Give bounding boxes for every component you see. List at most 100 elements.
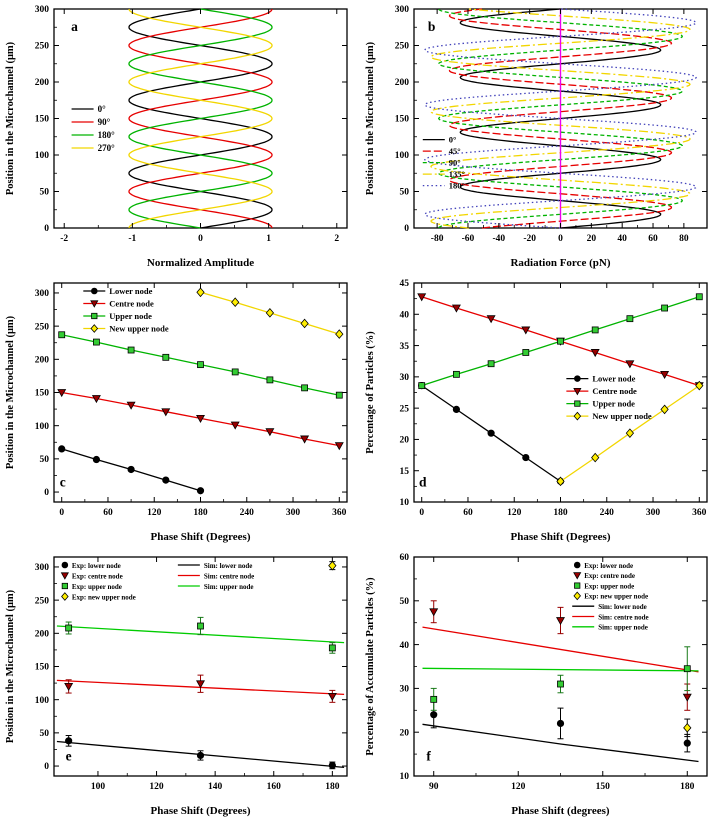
svg-text:120: 120: [147, 508, 162, 518]
svg-text:20: 20: [587, 234, 597, 244]
series-90-: [128, 8, 273, 229]
svg-text:150: 150: [35, 389, 50, 399]
svg-text:300: 300: [646, 508, 661, 518]
svg-text:150: 150: [35, 663, 50, 673]
svg-text:300: 300: [35, 289, 50, 299]
svg-text:Exp: centre node: Exp: centre node: [584, 572, 635, 580]
subplot-d: 0 60 120 180 240 300 360 10 15 20 25 30 35 40 45 Phase …: [360, 274, 720, 548]
y-axis-label: Position in the Microchannel (μm): [5, 315, 16, 469]
y-axis-label: Position in the Microchannel (μm): [5, 589, 16, 743]
svg-text:Sim: centre node: Sim: centre node: [598, 613, 648, 621]
svg-text:Upper node: Upper node: [109, 311, 152, 321]
svg-text:120: 120: [507, 508, 521, 518]
series-sim-centre-node: [422, 626, 699, 673]
svg-text:New upper node: New upper node: [109, 323, 169, 333]
svg-text:Exp: upper node: Exp: upper node: [72, 583, 122, 591]
y-axis-label: Percentage of Particles (%): [365, 331, 376, 454]
subplot-c: 0 60 120 180 240 300 360 0 50 100 150 200 250 300 Phas…: [0, 274, 360, 548]
svg-text:Sim: lower node: Sim: lower node: [204, 562, 252, 570]
panel-label-c: c: [60, 475, 66, 490]
subplot-a: -2 -1 0 1 2 0 50 100 150 200 250 300 Normalized Ampl…: [0, 0, 360, 274]
svg-text:-80: -80: [431, 234, 444, 244]
series-45-: [448, 8, 673, 229]
svg-text:60: 60: [400, 553, 410, 563]
series-sim-upper-node: [422, 667, 699, 672]
panel-label-a: a: [71, 19, 78, 34]
svg-text:150: 150: [35, 115, 50, 125]
axes: -2 -1 0 1 2 0 50 100 150 200 250 300: [35, 5, 347, 244]
chart-e: 100 120 140 160 180 0 50 100 150 200 250 300 Phase S…: [5, 556, 348, 817]
svg-text:150: 150: [596, 782, 611, 792]
svg-text:0: 0: [44, 224, 49, 234]
svg-text:2: 2: [334, 234, 339, 244]
series-sim-lower-node: [422, 723, 699, 763]
svg-text:-60: -60: [462, 234, 475, 244]
series-exp-centre-node: [64, 674, 337, 703]
svg-text:20: 20: [400, 436, 410, 446]
series-90-: [437, 8, 684, 229]
svg-text:Sim: centre node: Sim: centre node: [204, 572, 254, 580]
series-180-: [423, 8, 698, 229]
svg-text:300: 300: [35, 5, 50, 15]
svg-text:Exp: new upper node: Exp: new upper node: [72, 593, 136, 601]
svg-text:180°: 180°: [449, 180, 465, 190]
svg-text:25: 25: [400, 404, 410, 414]
series-upper-node: [58, 331, 343, 399]
svg-text:0: 0: [419, 508, 424, 518]
svg-text:1: 1: [266, 234, 271, 244]
chart-a: -2 -1 0 1 2 0 50 100 150 200 250 300 Normalized Ampl…: [5, 5, 348, 269]
svg-text:0: 0: [558, 234, 563, 244]
y-axis-label: Position in the Microchannel (μm): [5, 41, 16, 195]
series-lower-node: [58, 445, 205, 495]
series-new-upper-node: [556, 380, 704, 487]
panel-label-b: b: [428, 19, 436, 34]
series-exp-lower-node: [430, 701, 691, 753]
series-upper-node: [418, 293, 703, 390]
subplot-f: 90 120 150 180 10 20 30 40 50 60 Phase Shift (degr…: [360, 548, 720, 823]
svg-text:15: 15: [400, 467, 410, 477]
svg-text:Centre node: Centre node: [592, 386, 637, 396]
y-axis-label: Percentage of Accumulate Particles (%): [365, 577, 376, 756]
svg-text:30: 30: [400, 373, 410, 383]
svg-text:250: 250: [35, 322, 50, 332]
x-axis-label: Phase Shift (Degrees): [151, 531, 251, 543]
svg-text:300: 300: [395, 5, 410, 15]
svg-text:50: 50: [400, 188, 410, 198]
svg-text:45: 45: [400, 279, 410, 289]
svg-text:60: 60: [463, 508, 473, 518]
axes: 100 120 140 160 180 0 50 100 150 200 250 300: [35, 557, 347, 792]
svg-text:360: 360: [692, 508, 707, 518]
svg-text:180: 180: [553, 508, 568, 518]
series-layer: [57, 287, 344, 495]
svg-text:180: 180: [325, 782, 340, 792]
axes: 90 120 150 180 10 20 30 40 50 60: [400, 553, 707, 792]
x-axis-label: Radiation Force (pN): [510, 257, 610, 269]
panel-label-e: e: [66, 749, 72, 764]
svg-text:Exp: centre node: Exp: centre node: [72, 572, 123, 580]
legend: Exp: lower node Exp: centre node Exp: uppe…: [60, 561, 254, 601]
chart-f: 90 120 150 180 10 20 30 40 50 60 Phase Shift (degr…: [365, 553, 708, 817]
svg-text:40: 40: [400, 310, 410, 320]
series-layer: [417, 293, 704, 487]
svg-text:240: 240: [600, 508, 615, 518]
svg-text:Lower node: Lower node: [109, 286, 152, 296]
svg-text:60: 60: [103, 508, 113, 518]
series-layer: [128, 8, 273, 229]
svg-text:50: 50: [40, 455, 50, 465]
svg-text:250: 250: [395, 42, 410, 52]
series-layer: [423, 8, 698, 229]
svg-text:10: 10: [400, 498, 410, 508]
svg-text:180: 180: [193, 508, 208, 518]
svg-text:-20: -20: [523, 234, 536, 244]
plot-frame: [413, 556, 708, 777]
svg-text:-1: -1: [128, 234, 136, 244]
svg-text:100: 100: [35, 151, 50, 161]
svg-text:90°: 90°: [98, 117, 111, 127]
svg-text:100: 100: [35, 696, 50, 706]
x-axis-label: Phase Shift (Degrees): [151, 805, 251, 817]
svg-text:20: 20: [400, 728, 410, 738]
chart-c: 0 60 120 180 240 300 360 0 50 100 150 200 250 300 Phas…: [5, 282, 348, 543]
legend: Lower node Centre node Upper node New upper…: [566, 373, 652, 421]
x-axis-label: Phase Shift (Degrees): [511, 531, 611, 543]
